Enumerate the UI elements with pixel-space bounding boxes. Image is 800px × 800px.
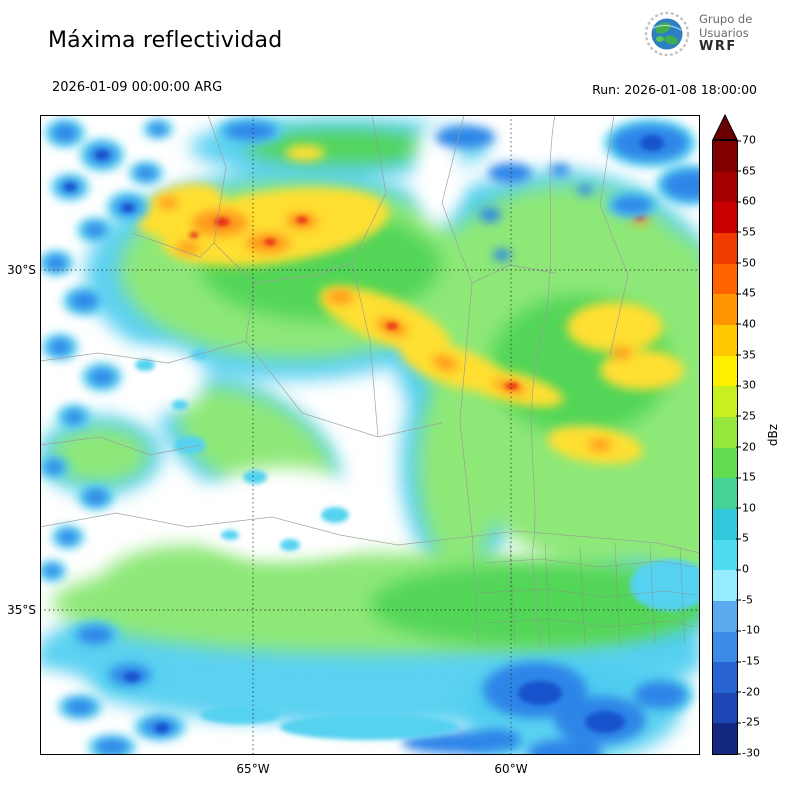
colorbar-segment <box>713 294 737 325</box>
colorbar-segment <box>713 232 737 264</box>
colorbar-tick-label: 30 <box>736 378 756 392</box>
colorbar-segment <box>713 141 737 172</box>
colorbar-tick-label: -5 <box>736 593 753 607</box>
reflectivity-field <box>40 117 700 755</box>
colorbar-gradient <box>712 140 738 755</box>
valid-time-label: 2026-01-09 00:00:00 ARG <box>52 80 223 95</box>
colorbar-tick-label: 25 <box>736 409 756 423</box>
colorbar-segment <box>713 416 737 448</box>
colorbar-tick-label: 65 <box>736 164 756 178</box>
colorbar-ticks: 70 65 60 55 50 45 40 35 30 25 20 15 10 5 0 -5 -10 -15 -20-… <box>736 134 776 760</box>
colorbar-tick-label: 70 <box>736 133 756 147</box>
colorbar-tick-label: -30 <box>736 746 760 760</box>
logo-line-2: Usuarios <box>699 26 749 40</box>
colorbar-segment <box>713 324 737 356</box>
colorbar-tick-label: -20 <box>736 685 760 699</box>
graticule <box>40 115 700 755</box>
wrf-logo: Grupo de Usuarios WRF <box>642 8 752 58</box>
colorbar-tick-label: 20 <box>736 440 756 453</box>
colorbar-segment <box>713 600 737 632</box>
colorbar-unit-label: dBz <box>766 424 780 447</box>
lon-label-65w: 65°W <box>236 762 270 776</box>
colorbar-segment <box>713 171 737 203</box>
colorbar-tick-label: -10 <box>736 623 760 637</box>
map-frame <box>39 114 701 755</box>
colorbar-segment <box>713 631 737 663</box>
colorbar-tick-label: 50 <box>736 256 756 270</box>
colorbar-segment <box>713 355 737 387</box>
colorbar-tick-label: 5 <box>736 531 749 545</box>
colorbar-segment <box>713 539 737 571</box>
colorbar-arrow-shape <box>712 113 738 140</box>
colorbar-tick-label: 40 <box>736 317 756 331</box>
lon-label-60w: 60°W <box>494 762 528 776</box>
page-title: Máxima reflectividad <box>48 28 283 53</box>
colorbar-tick-label: 10 <box>736 501 756 515</box>
colorbar-tick-label: 55 <box>736 225 756 239</box>
colorbar-arrow <box>712 113 738 140</box>
colorbar-segment <box>713 263 737 295</box>
colorbar-tick-label: -25 <box>736 715 760 729</box>
colorbar-segment <box>713 662 737 693</box>
colorbar-segment <box>713 723 737 755</box>
lat-label-35s: 35°S <box>7 603 36 617</box>
colorbar-segment <box>713 478 737 509</box>
colorbar-segment <box>713 447 737 479</box>
colorbar-tick-label: 15 <box>736 470 756 484</box>
reflectivity-map <box>39 114 701 755</box>
globe-logo-icon <box>644 11 690 57</box>
district-borders <box>479 542 696 648</box>
lat-label-30s: 30°S <box>7 263 36 277</box>
map-border <box>40 115 700 755</box>
colorbar-tick-label: 35 <box>736 348 756 362</box>
colorbar-segment <box>713 692 737 724</box>
logo-text: Grupo de Usuarios WRF <box>699 12 752 54</box>
colorbar-segment <box>713 570 737 601</box>
colorbar-tick-label: 0 <box>736 562 749 576</box>
colorbar-tick-label: 60 <box>736 194 756 208</box>
province-borders <box>39 114 701 648</box>
colorbar-tick-label: 45 <box>736 286 756 300</box>
logo-line-1: Grupo de <box>699 12 753 26</box>
colorbar-tick-label: -15 <box>736 654 760 668</box>
logo-line-3: WRF <box>699 39 737 54</box>
run-time-label: Run: 2026-01-08 18:00:00 <box>592 82 757 97</box>
colorbar-segment <box>713 386 737 417</box>
colorbar-segment <box>713 202 737 233</box>
colorbar-segment <box>713 508 737 540</box>
